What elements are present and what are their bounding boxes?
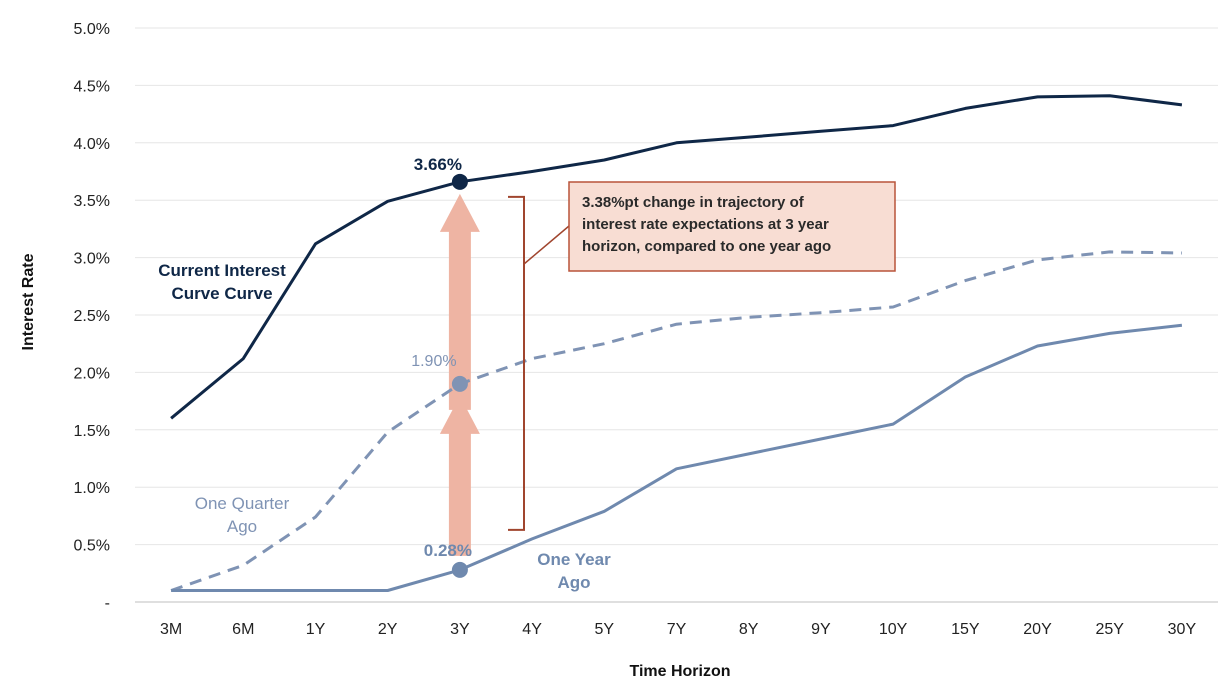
x-tick-label: 3M (160, 621, 182, 638)
y-axis-ticks: - 0.5% 1.0% 1.5% 2.0% 2.5% 3.0% 3.5% 4.0% 4.5% 5.0… (74, 21, 110, 612)
series-labels: Current Interest Curve Curve One Quarter Ag… (158, 261, 611, 592)
callout-box (568, 181, 896, 272)
arrow-up-lower (439, 395, 480, 556)
highlight-points: 3.66% 1.90% 0.28% (411, 155, 472, 578)
y-tick-label: 5.0% (74, 21, 110, 38)
x-tick-label: 4Y (522, 621, 542, 638)
series-label: Ago (557, 573, 590, 592)
callout-line-2: interest rate expectations at 3 year (582, 216, 829, 233)
x-tick-label: 8Y (739, 621, 759, 638)
change-bracket (508, 195, 525, 531)
x-axis-ticks: 3M 6M 1Y 2Y 3Y 4Y 5Y 7Y 8Y 9Y 10Y 15Y 20Y 25Y 30Y (160, 621, 1196, 638)
series-line-0 (170, 94, 1183, 420)
series-label: One Year (537, 550, 611, 569)
y-tick-label: 2.0% (74, 365, 110, 382)
series-label: One Quarter (195, 494, 290, 513)
highlight-marker (451, 173, 468, 190)
series-lines (170, 94, 1183, 592)
callout-line-3: horizon, compared to one year ago (582, 238, 831, 255)
highlight-marker (451, 561, 468, 578)
series-label: Curve Curve (171, 284, 272, 303)
y-tick-label: 4.5% (74, 78, 110, 95)
x-tick-label: 15Y (951, 621, 980, 638)
x-tick-label: 3Y (450, 621, 470, 638)
y-tick-label: 1.0% (74, 480, 110, 497)
highlight-value-label: 0.28% (424, 541, 472, 560)
series-label: Ago (227, 517, 257, 536)
x-tick-label: 1Y (306, 621, 326, 638)
callout-leader-line (523, 225, 570, 265)
x-tick-label: 6M (232, 621, 254, 638)
y-axis-title: Interest Rate (20, 253, 37, 350)
x-tick-label: 5Y (595, 621, 615, 638)
x-axis-title: Time Horizon (629, 663, 730, 680)
x-tick-label: 9Y (811, 621, 831, 638)
x-tick-label: 30Y (1168, 621, 1197, 638)
y-tick-label: 3.5% (74, 193, 110, 210)
arrow-up-upper (439, 193, 480, 410)
x-tick-label: 7Y (667, 621, 687, 638)
highlight-value-label: 3.66% (414, 155, 462, 174)
x-tick-label: 10Y (879, 621, 908, 638)
y-tick-label: 3.0% (74, 251, 110, 268)
series-line-2 (171, 323, 1183, 592)
grid-lines (135, 27, 1218, 546)
change-arrows (439, 193, 480, 556)
series-line-1 (170, 250, 1182, 592)
x-tick-label: 25Y (1095, 621, 1124, 638)
x-tick-label: 20Y (1023, 621, 1052, 638)
highlight-value-label: 1.90% (411, 353, 456, 370)
callout-text: 3.38%pt change in trajectory of interest… (582, 194, 831, 255)
y-tick-label: 1.5% (74, 423, 110, 440)
callout-line-1: 3.38%pt change in trajectory of (582, 194, 805, 211)
y-tick-label: 4.0% (74, 136, 110, 153)
y-tick-label: 0.5% (74, 538, 110, 555)
x-tick-label: 2Y (378, 621, 398, 638)
highlight-marker (451, 375, 468, 392)
series-label: Current Interest (158, 261, 286, 280)
y-tick-label: - (105, 595, 110, 612)
y-tick-label: 2.5% (74, 308, 110, 325)
